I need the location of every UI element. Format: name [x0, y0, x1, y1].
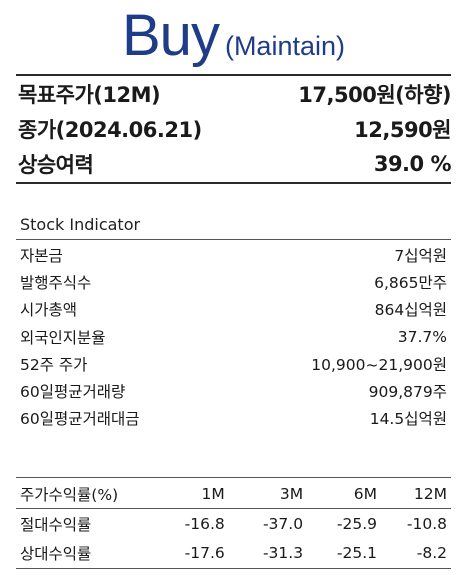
close-price-row: 종가(2024.06.21) 12,590원 [18, 111, 451, 146]
indicator-label: 시가총액 [20, 301, 78, 320]
upside-value: 39.0 % [373, 151, 452, 176]
indicator-value: 909,879주 [368, 383, 447, 402]
returns-header-row: 주가수익률(%) 1M 3M 6M 12M [16, 479, 451, 509]
indicator-value: 7십억원 [394, 246, 447, 265]
returns-header-12m: 12M [377, 479, 451, 509]
indicator-value: 37.7% [397, 327, 447, 346]
divider [16, 239, 451, 240]
target-price-row: 목표주가(12M) 17,500원(하향) [18, 76, 451, 111]
divider [16, 182, 451, 184]
stock-indicator-title: Stock Indicator [20, 215, 141, 234]
returns-table-wrap: 주가수익률(%) 1M 3M 6M 12M 절대수익률 -16.8 -37.0 … [16, 479, 451, 567]
indicator-row: 52주 주가 10,900~21,900원 [16, 350, 451, 377]
target-price-value: 17,500원(하향) [298, 82, 451, 107]
indicator-label: 60일평균거래량 [20, 383, 126, 402]
divider [16, 568, 451, 569]
upside-label: 상승여력 [18, 152, 94, 177]
returns-cell: -8.2 [416, 543, 447, 562]
indicator-label: 60일평균거래대금 [20, 410, 140, 429]
returns-cell: -16.8 [184, 514, 225, 533]
returns-row-label: 상대수익률 [20, 544, 92, 563]
returns-header-1m: 1M [150, 479, 225, 509]
divider [16, 477, 451, 478]
returns-header-label: 주가수익률(%) [16, 479, 151, 509]
indicator-label: 자본금 [20, 246, 63, 265]
returns-header-3m: 3M [224, 479, 304, 509]
returns-table: 주가수익률(%) 1M 3M 6M 12M 절대수익률 -16.8 -37.0 … [16, 479, 451, 567]
returns-row-label: 절대수익률 [20, 515, 92, 534]
indicator-label: 외국인지분율 [20, 328, 106, 347]
returns-header-6m: 6M [303, 479, 378, 509]
indicator-row: 외국인지분율 37.7% [16, 323, 451, 350]
returns-cell: -37.0 [262, 514, 304, 533]
indicator-value: 6,865만주 [374, 273, 447, 292]
indicator-value: 864십억원 [374, 301, 447, 320]
returns-cell: -25.1 [336, 543, 378, 562]
target-price-label: 목표주가(12M) [18, 82, 161, 107]
upside-row: 상승여력 39.0 % [18, 146, 452, 181]
indicator-row: 발행주식수 6,865만주 [16, 268, 451, 295]
indicator-row: 60일평균거래량 909,879주 [16, 377, 451, 404]
stock-indicator-table: 자본금 7십억원 발행주식수 6,865만주 시가총액 864십억원 외국인지분… [16, 241, 451, 432]
indicator-label: 발행주식수 [20, 273, 92, 292]
rating-status: (Maintain) [224, 31, 345, 61]
close-price-label: 종가(2024.06.21) [18, 117, 202, 142]
rating-value: Buy [122, 3, 220, 68]
close-price-value: 12,590원 [354, 117, 451, 142]
indicator-row: 자본금 7십억원 [16, 241, 451, 268]
returns-cell: -25.9 [336, 514, 378, 533]
indicator-value: 10,900~21,900원 [311, 355, 447, 374]
divider [16, 74, 451, 76]
returns-cell: -10.8 [406, 514, 447, 533]
table-row: 절대수익률 -16.8 -37.0 -25.9 -10.8 [16, 509, 451, 539]
rating-header: Buy (Maintain) [0, 2, 467, 69]
indicator-value: 14.5십억원 [369, 410, 447, 429]
returns-cell: -17.6 [184, 543, 225, 562]
indicator-label: 52주 주가 [20, 355, 88, 374]
table-row: 상대수익률 -17.6 -31.3 -25.1 -8.2 [16, 538, 451, 567]
key-metrics: 목표주가(12M) 17,500원(하향) 종가(2024.06.21) 12,… [18, 76, 452, 181]
indicator-row: 60일평균거래대금 14.5십억원 [16, 405, 451, 432]
indicator-row: 시가총액 864십억원 [16, 296, 451, 323]
returns-cell: -31.3 [262, 543, 304, 562]
